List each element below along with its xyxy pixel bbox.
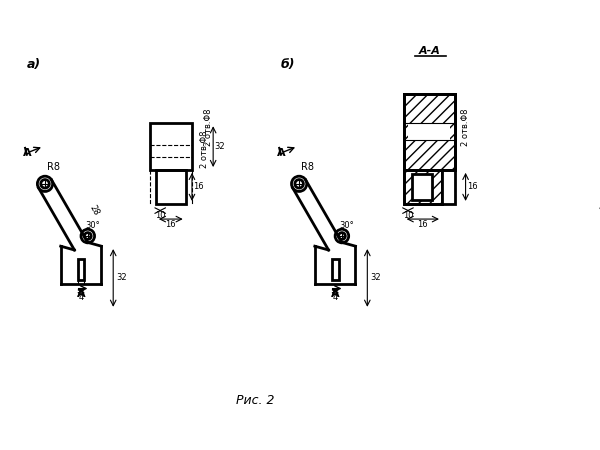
Circle shape xyxy=(85,233,91,239)
Text: 32: 32 xyxy=(370,273,381,282)
Text: 2 отв.Φ8: 2 отв.Φ8 xyxy=(203,109,212,146)
Text: а): а) xyxy=(27,58,41,71)
Text: 2 отв.Φ8: 2 отв.Φ8 xyxy=(200,130,209,167)
Text: 32: 32 xyxy=(116,273,127,282)
Text: R8: R8 xyxy=(301,162,314,172)
Text: 30°: 30° xyxy=(85,220,100,230)
Circle shape xyxy=(338,233,345,239)
Text: R8: R8 xyxy=(47,162,60,172)
Circle shape xyxy=(295,180,304,188)
Bar xyxy=(404,170,442,204)
Text: 32: 32 xyxy=(215,142,225,151)
Circle shape xyxy=(81,229,95,243)
Bar xyxy=(442,170,455,204)
Bar xyxy=(149,123,192,170)
Text: 16: 16 xyxy=(193,182,203,191)
Bar xyxy=(332,259,338,280)
Text: 4: 4 xyxy=(332,292,338,302)
Text: A: A xyxy=(77,289,85,299)
Bar xyxy=(404,94,455,170)
Text: A: A xyxy=(22,148,31,158)
Text: A: A xyxy=(277,148,285,158)
Text: 10: 10 xyxy=(403,211,413,220)
Text: б): б) xyxy=(281,58,295,71)
Circle shape xyxy=(335,229,349,243)
Circle shape xyxy=(37,176,53,191)
Bar xyxy=(408,123,451,140)
Text: 30°: 30° xyxy=(340,220,354,230)
Circle shape xyxy=(41,180,49,188)
Bar xyxy=(404,170,442,204)
Text: 28: 28 xyxy=(87,204,100,218)
Text: 16: 16 xyxy=(418,220,428,229)
Circle shape xyxy=(292,176,307,191)
Bar xyxy=(412,174,431,200)
Text: 16: 16 xyxy=(166,220,176,229)
Text: 4: 4 xyxy=(79,292,83,302)
Bar xyxy=(156,170,185,204)
Text: 10: 10 xyxy=(155,211,166,220)
Text: 2 отв.Φ8: 2 отв.Φ8 xyxy=(461,109,470,146)
Text: Рис. 2: Рис. 2 xyxy=(236,394,275,407)
Text: 28: 28 xyxy=(595,204,600,218)
Text: А-А: А-А xyxy=(418,46,440,56)
Bar xyxy=(412,174,431,200)
Text: A: A xyxy=(331,289,340,299)
Bar xyxy=(404,94,455,170)
Text: 16: 16 xyxy=(467,182,478,191)
Bar xyxy=(77,259,85,280)
